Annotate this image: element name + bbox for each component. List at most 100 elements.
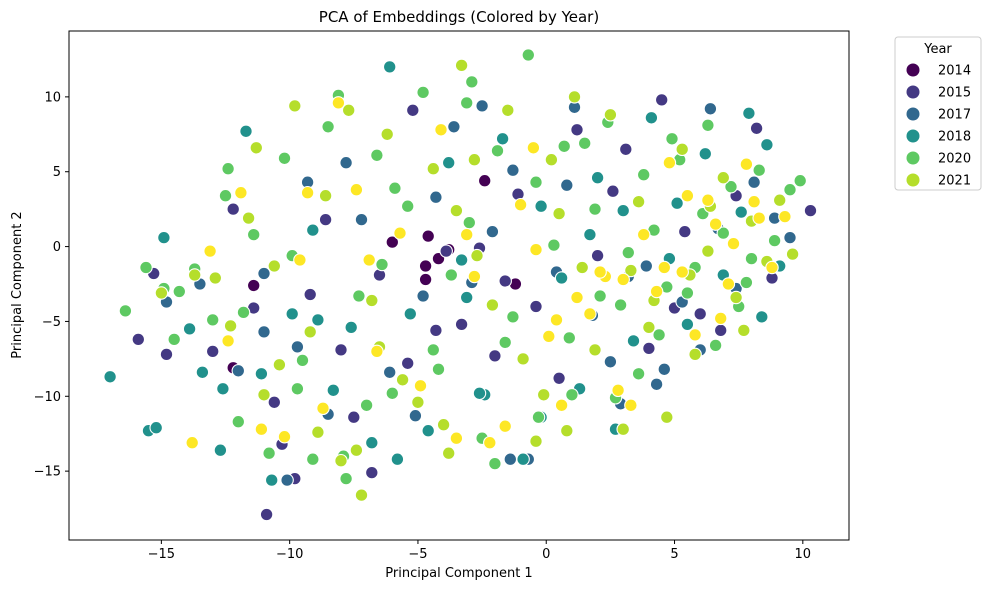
data-point-2021-5-23 bbox=[529, 434, 543, 448]
data-point-2021-6-36 bbox=[752, 211, 766, 225]
data-point-2021-6-29 bbox=[662, 155, 677, 170]
data-point-2018-3-4 bbox=[195, 365, 210, 380]
data-point-2021-5-13 bbox=[380, 127, 394, 142]
data-point-2021-6-1 bbox=[203, 244, 217, 258]
data-point-2018-3-37 bbox=[742, 106, 756, 121]
data-point-2021-6-46 bbox=[549, 313, 564, 327]
data-point-2015-1-26 bbox=[570, 123, 584, 137]
legend-marker-2014 bbox=[906, 63, 920, 77]
data-point-2021-6-39 bbox=[593, 265, 607, 279]
data-point-2020-4-24 bbox=[490, 144, 505, 158]
data-point-2015-1-23 bbox=[529, 299, 543, 314]
data-point-2020-4-11 bbox=[290, 382, 305, 396]
data-point-2020-4-29 bbox=[562, 331, 577, 345]
data-point-2021-5-19 bbox=[470, 248, 484, 263]
data-point-2014-0-6 bbox=[246, 278, 261, 293]
data-point-2017-2-4 bbox=[280, 473, 294, 487]
data-point-2018-3-32 bbox=[698, 147, 713, 161]
data-point-2020-4-50 bbox=[359, 398, 374, 413]
data-point-2021-6-15 bbox=[467, 269, 482, 284]
data-point-2020-4-30 bbox=[577, 136, 592, 151]
data-point-2021-5-33 bbox=[675, 142, 689, 157]
data-point-2020-4-46 bbox=[701, 118, 715, 133]
data-point-2020-4-72 bbox=[465, 75, 479, 89]
data-point-2018-3-14 bbox=[365, 435, 379, 450]
data-point-2017-2-13 bbox=[485, 224, 500, 239]
legend-marker-2017 bbox=[906, 107, 920, 121]
data-point-2020-4-52 bbox=[498, 335, 512, 350]
data-point-2021-5-46 bbox=[552, 206, 566, 221]
data-point-2018-3-9 bbox=[264, 473, 279, 487]
data-point-2021-5-17 bbox=[441, 446, 456, 460]
data-point-2018-3-21 bbox=[495, 132, 510, 146]
data-point-2018-3-26 bbox=[590, 170, 605, 185]
legend-title: Year bbox=[923, 42, 952, 57]
data-point-2021-5-47 bbox=[624, 263, 638, 278]
data-point-2018-3-15 bbox=[382, 60, 397, 74]
data-point-2021-5-42 bbox=[154, 286, 169, 300]
data-point-2020-4-67 bbox=[613, 298, 628, 312]
legend-label-2021: 2021 bbox=[938, 174, 971, 189]
data-point-2018-3-31 bbox=[680, 317, 695, 332]
data-point-2021-6-21 bbox=[554, 398, 569, 413]
data-point-2020-4-13 bbox=[321, 120, 335, 134]
data-point-2015-1-40 bbox=[318, 212, 333, 227]
data-point-2015-1-25 bbox=[552, 371, 566, 386]
data-point-2021-6-10 bbox=[370, 344, 384, 359]
data-point-2020-4-12 bbox=[306, 452, 320, 466]
data-point-2021-5-3 bbox=[223, 319, 238, 333]
x-axis-ticks: −15 −10 −5 0 5 10 bbox=[148, 540, 811, 562]
data-point-2020-4-28 bbox=[547, 238, 561, 252]
data-point-2021-6-12 bbox=[413, 379, 428, 393]
data-point-2017-2-10 bbox=[429, 190, 443, 204]
data-point-2020-4-19 bbox=[416, 85, 430, 100]
data-point-2017-2-31 bbox=[703, 102, 718, 116]
data-point-2021-5-20 bbox=[485, 298, 500, 312]
data-point-2021-5-41 bbox=[785, 247, 800, 261]
data-point-2021-6-20 bbox=[542, 329, 556, 344]
data-point-2021-5-5 bbox=[257, 388, 271, 402]
data-point-2018-3-29 bbox=[644, 111, 659, 125]
data-point-2017-2-7 bbox=[354, 212, 369, 227]
x-tick-label: −10 bbox=[276, 547, 303, 562]
data-point-2015-1-10 bbox=[303, 287, 317, 302]
data-point-2020-4-10 bbox=[277, 151, 292, 166]
x-tick-label: 0 bbox=[542, 547, 550, 562]
data-point-2021-5-55 bbox=[341, 103, 356, 118]
data-point-2017-2-38 bbox=[475, 99, 489, 113]
data-point-2021-5-40 bbox=[772, 193, 787, 207]
data-point-2021-6-32 bbox=[701, 193, 715, 207]
data-point-2021-6-3 bbox=[234, 185, 248, 200]
data-point-2018-3-47 bbox=[760, 138, 774, 152]
data-point-2020-4-5 bbox=[205, 313, 220, 327]
data-point-2021-6-6 bbox=[300, 185, 315, 200]
data-point-2021-6-34 bbox=[726, 236, 741, 251]
data-point-2021-5-8 bbox=[303, 325, 317, 339]
data-point-2014-0-8 bbox=[421, 229, 435, 243]
data-point-2021-6-47 bbox=[529, 242, 543, 257]
legend-items: 2014 2015 2017 2018 2020 2021 bbox=[906, 63, 971, 189]
data-point-2015-1-3 bbox=[131, 332, 146, 347]
data-point-2018-3-0 bbox=[103, 370, 117, 384]
data-point-2021-5-56 bbox=[449, 203, 464, 218]
data-point-2020-4-71 bbox=[375, 257, 389, 272]
data-point-2020-4-39 bbox=[708, 338, 723, 353]
data-point-2020-4-15 bbox=[352, 289, 366, 303]
data-point-2021-5-49 bbox=[311, 425, 325, 439]
data-point-2020-4-25 bbox=[506, 310, 520, 324]
data-point-2018-3-34 bbox=[734, 205, 748, 219]
data-point-2015-1-41 bbox=[267, 395, 282, 410]
data-point-2021-5-6 bbox=[272, 358, 287, 372]
data-point-2017-2-16 bbox=[506, 163, 520, 177]
data-point-2021-5-54 bbox=[249, 141, 264, 155]
data-point-2020-4-41 bbox=[739, 275, 754, 290]
data-point-2020-4-20 bbox=[431, 362, 446, 377]
data-point-2018-3-28 bbox=[626, 334, 641, 348]
data-point-2020-4-58 bbox=[529, 175, 543, 189]
legend-marker-2018 bbox=[906, 129, 920, 143]
data-point-2015-1-28 bbox=[606, 184, 620, 198]
data-point-2018-3-17 bbox=[421, 423, 435, 438]
data-point-2018-3-16 bbox=[403, 307, 418, 321]
data-point-2015-1-14 bbox=[400, 356, 415, 371]
